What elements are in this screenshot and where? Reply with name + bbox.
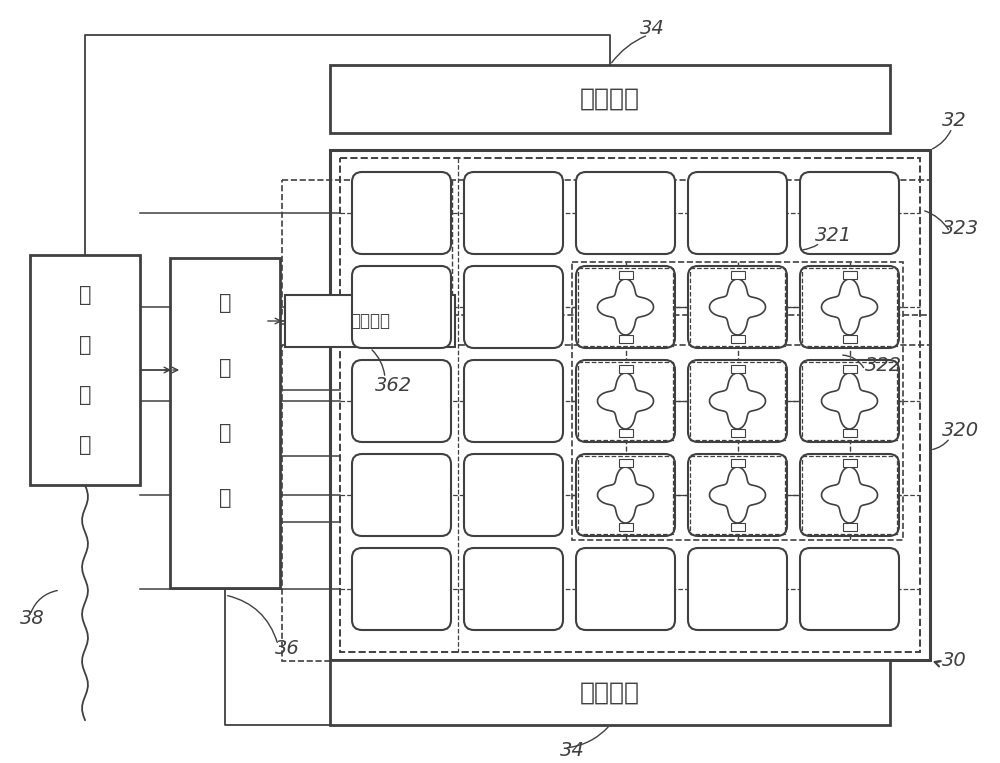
Text: 34: 34	[560, 741, 585, 759]
FancyBboxPatch shape	[800, 266, 899, 348]
Bar	[618, 459, 633, 467]
FancyBboxPatch shape	[800, 172, 899, 254]
Text: 36: 36	[275, 639, 300, 658]
Text: 30: 30	[942, 651, 967, 669]
FancyBboxPatch shape	[576, 266, 675, 348]
Text: 路: 路	[79, 435, 91, 455]
Polygon shape	[598, 373, 654, 429]
Text: 电: 电	[219, 423, 231, 443]
FancyBboxPatch shape	[576, 454, 675, 536]
FancyBboxPatch shape	[688, 172, 787, 254]
Bar	[802, 362, 897, 440]
Polygon shape	[710, 373, 766, 429]
Bar	[842, 429, 856, 437]
Bar	[730, 335, 744, 343]
Bar	[330, 65, 890, 133]
FancyBboxPatch shape	[576, 360, 675, 442]
Text: 323: 323	[942, 218, 979, 237]
Text: 制: 制	[79, 335, 91, 355]
Bar	[30, 255, 140, 485]
Text: 码: 码	[219, 358, 231, 378]
FancyBboxPatch shape	[688, 266, 787, 348]
Polygon shape	[822, 467, 878, 523]
Text: 电: 电	[79, 385, 91, 405]
FancyBboxPatch shape	[352, 548, 451, 630]
FancyBboxPatch shape	[352, 360, 451, 442]
Bar	[282, 345, 930, 661]
Bar	[340, 158, 920, 652]
FancyBboxPatch shape	[352, 454, 451, 536]
FancyBboxPatch shape	[688, 360, 787, 442]
Bar	[330, 660, 890, 725]
FancyBboxPatch shape	[464, 548, 563, 630]
Bar	[578, 268, 673, 346]
Bar	[730, 365, 744, 373]
Text: 34: 34	[640, 18, 665, 37]
Text: 320: 320	[942, 420, 979, 439]
Polygon shape	[710, 279, 766, 335]
Bar	[618, 429, 633, 437]
Bar	[730, 459, 744, 467]
Polygon shape	[710, 467, 766, 523]
FancyBboxPatch shape	[464, 172, 563, 254]
Bar	[282, 180, 930, 315]
FancyBboxPatch shape	[352, 266, 451, 348]
FancyBboxPatch shape	[800, 548, 899, 630]
FancyBboxPatch shape	[688, 454, 787, 536]
Text: 38: 38	[20, 609, 45, 627]
Bar	[618, 523, 633, 531]
Bar	[690, 362, 785, 440]
Bar	[842, 523, 856, 531]
Text: 362: 362	[375, 375, 412, 394]
Bar	[578, 362, 673, 440]
FancyBboxPatch shape	[464, 360, 563, 442]
Bar	[578, 456, 673, 534]
Text: 解: 解	[219, 293, 231, 313]
Bar	[170, 258, 280, 588]
Bar	[690, 268, 785, 346]
Text: 控: 控	[79, 285, 91, 305]
FancyBboxPatch shape	[464, 266, 563, 348]
FancyBboxPatch shape	[576, 548, 675, 630]
Text: 322: 322	[865, 356, 902, 375]
Bar	[730, 523, 744, 531]
Text: 32: 32	[942, 111, 967, 130]
Bar	[802, 268, 897, 346]
Bar	[618, 271, 633, 279]
Text: 发光元件: 发光元件	[580, 87, 640, 111]
Bar	[285, 295, 455, 347]
Polygon shape	[822, 279, 878, 335]
Polygon shape	[822, 373, 878, 429]
Bar	[842, 459, 856, 467]
Bar	[618, 335, 633, 343]
Bar	[330, 150, 930, 660]
Text: 321: 321	[815, 226, 852, 244]
Polygon shape	[598, 279, 654, 335]
FancyBboxPatch shape	[800, 454, 899, 536]
Bar	[842, 271, 856, 279]
Bar	[842, 365, 856, 373]
Bar	[842, 335, 856, 343]
Text: 解码电路: 解码电路	[350, 312, 390, 330]
Text: 发光元件: 发光元件	[580, 681, 640, 704]
FancyBboxPatch shape	[576, 172, 675, 254]
Bar	[730, 271, 744, 279]
Bar	[572, 262, 903, 540]
Bar	[618, 365, 633, 373]
FancyBboxPatch shape	[800, 360, 899, 442]
Text: 路: 路	[219, 488, 231, 508]
Bar	[730, 429, 744, 437]
FancyBboxPatch shape	[352, 172, 451, 254]
Bar	[802, 456, 897, 534]
FancyBboxPatch shape	[688, 548, 787, 630]
Bar	[690, 456, 785, 534]
Polygon shape	[598, 467, 654, 523]
FancyBboxPatch shape	[464, 454, 563, 536]
